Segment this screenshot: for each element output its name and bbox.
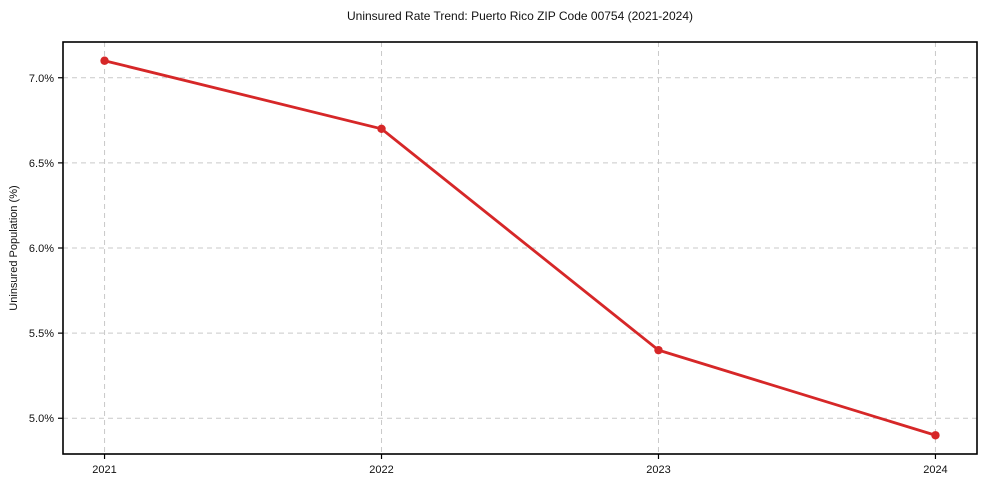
- data-point: [654, 345, 663, 355]
- x-tick-label: 2022: [369, 464, 393, 476]
- x-tick-label: 2023: [646, 464, 670, 476]
- chart-title: Uninsured Rate Trend: Puerto Rico ZIP Co…: [347, 9, 693, 23]
- data-point: [377, 124, 386, 134]
- x-tick-label: 2024: [923, 464, 947, 476]
- data-point: [100, 56, 109, 65]
- x-tick-label: 2021: [92, 464, 116, 476]
- y-tick-label: 5.5%: [29, 328, 54, 340]
- trend-line: [103, 59, 937, 437]
- y-tick-label: 6.0%: [29, 243, 54, 255]
- data-point: [931, 431, 940, 440]
- y-tick-label: 7.0%: [29, 73, 54, 85]
- y-tick-label: 6.5%: [29, 158, 54, 170]
- y-tick-label: 5.0%: [29, 413, 54, 425]
